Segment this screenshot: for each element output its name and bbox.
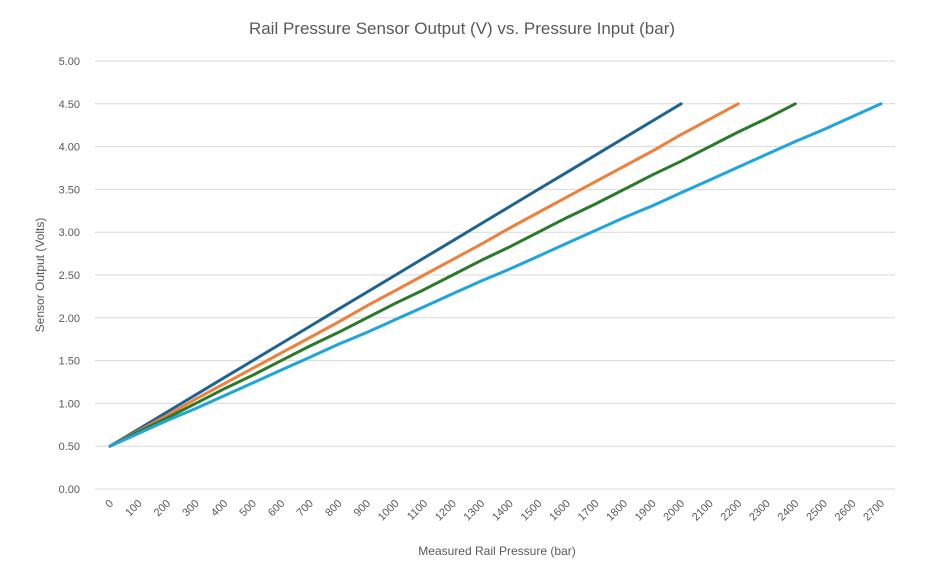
x-tick-label: 200 — [152, 498, 173, 519]
y-tick-label: 2.00 — [59, 313, 80, 325]
y-axis-label: Sensor Output (Volts) — [33, 218, 47, 333]
x-tick-label: 1200 — [433, 498, 459, 524]
y-tick-label: 0.50 — [59, 441, 80, 453]
x-tick-label: 2700 — [861, 498, 887, 524]
x-tick-label: 2100 — [690, 498, 716, 524]
x-tick-label: 2200 — [719, 498, 745, 524]
y-tick-labels: 0.00 0.50 1.00 1.50 2.00 2.50 3.00 3.50 4.00 4.50… — [59, 56, 80, 496]
x-tick-label: 1900 — [633, 498, 659, 524]
x-tick-label: 1700 — [576, 498, 602, 524]
x-tick-label: 1000 — [376, 498, 402, 524]
x-tick-label: 2400 — [776, 498, 802, 524]
x-tick-label: 300 — [180, 498, 201, 519]
y-tick-label: 4.00 — [59, 142, 80, 154]
x-tick-label: 1500 — [519, 498, 545, 524]
x-tick-label: 1100 — [405, 498, 430, 523]
series-lines — [108, 102, 883, 448]
y-tick-label: 3.50 — [59, 184, 80, 196]
y-tick-label: 3.00 — [59, 227, 80, 239]
x-tick-label: 1800 — [604, 498, 630, 524]
x-tick-label: 700 — [295, 498, 316, 519]
y-tick-label: 5.00 — [59, 56, 80, 68]
y-tick-label: 1.00 — [59, 398, 80, 410]
series-line-3 — [108, 102, 797, 448]
series-line-2 — [108, 102, 740, 448]
x-tick-label: 2000 — [661, 498, 687, 524]
x-tick-label: 1600 — [547, 498, 573, 524]
x-axis-label: Measured Rail Pressure (bar) — [418, 544, 575, 558]
x-tick-label: 100 — [123, 498, 144, 519]
x-tick-label: 1300 — [462, 498, 488, 524]
x-tick-label: 1400 — [490, 498, 516, 524]
x-tick-label: 2500 — [804, 498, 830, 524]
y-tick-label: 4.50 — [59, 99, 80, 111]
x-tick-labels: 0 100 200 300 400 500 600 700 800 900 1000 1100 1200… — [103, 498, 887, 524]
y-tick-label: 0.00 — [59, 484, 80, 496]
series-line-1 — [108, 102, 683, 448]
series-line-4 — [108, 102, 883, 448]
x-tick-label: 600 — [266, 498, 287, 519]
x-tick-label: 900 — [352, 498, 373, 519]
x-tick-label: 800 — [323, 498, 344, 519]
x-tick-label: 2600 — [833, 498, 859, 524]
y-tick-label: 1.50 — [59, 356, 80, 368]
x-tick-label: 500 — [237, 498, 258, 519]
y-tick-label: 2.50 — [59, 270, 80, 282]
chart-title: Rail Pressure Sensor Output (V) vs. Pres… — [249, 19, 675, 38]
x-tick-label: 0 — [103, 498, 116, 511]
x-tick-label: 2300 — [747, 498, 773, 524]
x-tick-label: 400 — [209, 498, 230, 519]
